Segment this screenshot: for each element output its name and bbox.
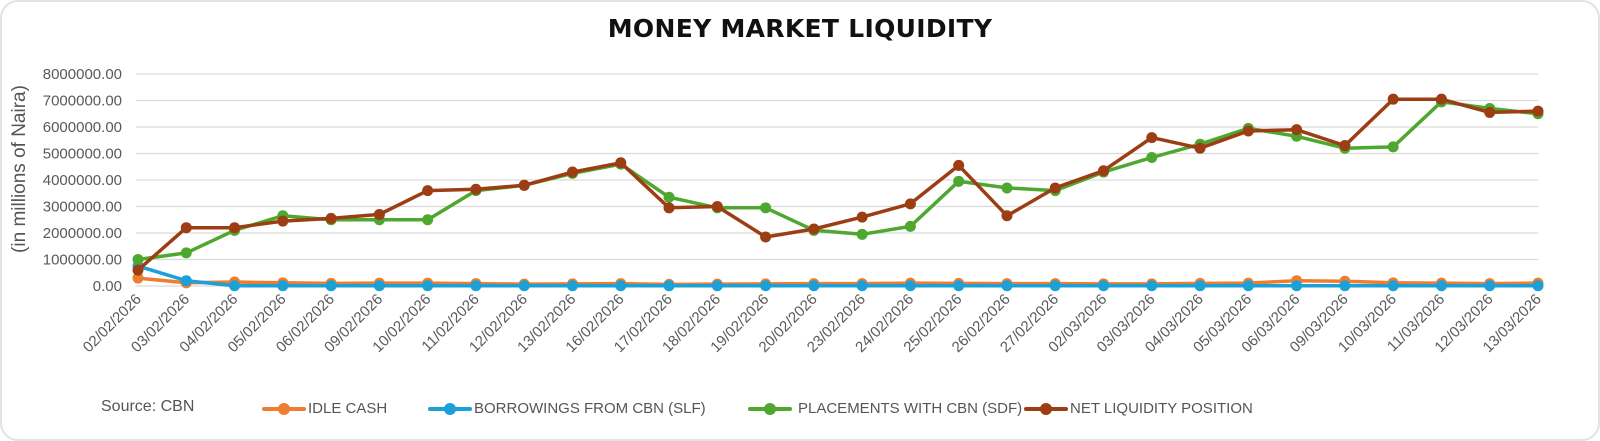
data-point-marker (615, 280, 627, 292)
data-point-marker (325, 212, 337, 224)
data-point-marker (1484, 106, 1496, 118)
data-point-marker (1001, 182, 1013, 194)
data-point-marker (1291, 124, 1303, 136)
data-point-marker (1484, 280, 1496, 292)
data-point-marker (373, 280, 385, 292)
data-point-marker (711, 280, 723, 292)
data-point-marker (132, 264, 144, 276)
data-point-marker (470, 183, 482, 195)
data-point-marker (1435, 280, 1447, 292)
data-point-marker (470, 280, 482, 292)
data-point-marker (1001, 210, 1013, 222)
data-point-marker (1049, 280, 1061, 292)
data-point-marker (132, 254, 144, 265)
data-point-marker (1242, 125, 1254, 137)
series-line (137, 276, 1539, 287)
data-point-marker (760, 202, 772, 214)
series-line (137, 264, 1538, 288)
data-point-marker (856, 228, 868, 240)
legend-label: PLACEMENTS WITH CBN (SDF) (798, 400, 1023, 417)
data-point-marker (856, 211, 868, 223)
legend-label: BORROWINGS FROM CBN (SLF) (474, 400, 706, 417)
data-point-marker (615, 157, 627, 169)
data-point-marker (808, 223, 820, 235)
y-tick-label: 1000000.00 (43, 252, 122, 269)
data-point-marker (1435, 93, 1447, 105)
data-point-marker (1532, 105, 1544, 117)
data-point-marker (1339, 280, 1351, 292)
data-point-marker (1387, 280, 1399, 292)
data-point-marker (904, 198, 916, 210)
data-point-marker (953, 280, 965, 292)
data-point-marker (1049, 182, 1061, 194)
data-point-marker (663, 202, 675, 214)
data-point-marker (180, 222, 192, 234)
legend-item-placements: PLACEMENTS WITH CBN (SDF) (748, 400, 1022, 417)
series-line (136, 97, 1539, 272)
data-point-marker (808, 280, 820, 292)
data-point-marker (1146, 280, 1158, 292)
y-tick-label: 4000000.00 (43, 172, 122, 189)
legend-item-net-liquidity: NET LIQUIDITY POSITION (1024, 400, 1253, 417)
y-tick-label: 0.00 (93, 278, 122, 295)
data-point-marker (760, 231, 772, 243)
net-liquidity-line-marker-icon (1024, 402, 1068, 415)
placements-line-marker-icon (748, 402, 792, 415)
data-point-marker (1098, 280, 1110, 292)
data-point-marker (229, 280, 241, 292)
y-tick-label: 5000000.00 (43, 146, 122, 163)
data-point-marker (1532, 280, 1544, 292)
data-point-marker (566, 166, 578, 178)
idle-cash-line-marker-icon (262, 402, 306, 415)
data-point-marker (1291, 280, 1303, 292)
data-point-marker (953, 175, 965, 187)
chart-title: MONEY MARKET LIQUIDITY (607, 14, 993, 43)
data-point-marker (277, 280, 289, 292)
data-point-marker (1098, 165, 1110, 177)
y-tick-label: 7000000.00 (43, 93, 122, 110)
data-point-marker (132, 272, 144, 284)
source-note: Source: CBN (101, 398, 195, 415)
data-point-marker (229, 222, 241, 234)
y-tick-label: 6000000.00 (43, 119, 122, 136)
data-point-marker (180, 247, 192, 259)
data-point-marker (663, 191, 675, 203)
data-point-marker (277, 215, 289, 227)
data-point-marker (518, 280, 530, 292)
data-point-marker (1387, 93, 1399, 105)
series-line (137, 100, 1539, 262)
data-point-marker (1387, 141, 1399, 153)
legend-item-borrowings: BORROWINGS FROM CBN (SLF) (428, 400, 706, 417)
data-point-marker (1001, 280, 1013, 292)
data-point-marker (663, 280, 675, 292)
data-point-marker (1146, 151, 1158, 163)
data-point-marker (180, 275, 192, 287)
data-point-marker (1242, 280, 1254, 292)
data-point-marker (422, 214, 434, 226)
data-point-marker (373, 208, 385, 220)
legend-label: IDLE CASH (308, 400, 388, 417)
data-point-marker (422, 185, 434, 197)
data-point-marker (904, 280, 916, 292)
data-point-marker (566, 280, 578, 292)
y-tick-label: 3000000.00 (43, 199, 122, 216)
data-point-marker (904, 220, 916, 232)
data-point-marker (711, 201, 723, 212)
data-point-marker (1194, 280, 1206, 292)
y-tick-label: 8000000.00 (43, 66, 122, 83)
data-point-marker (856, 280, 868, 292)
data-point-marker (1194, 142, 1206, 154)
data-point-marker (953, 159, 965, 171)
data-point-marker (422, 280, 434, 292)
legend-label: NET LIQUIDITY POSITION (1070, 400, 1253, 417)
y-tick-label: 2000000.00 (43, 225, 122, 242)
data-point-marker (325, 280, 337, 292)
data-point-marker (1339, 140, 1351, 152)
borrowings-line-marker-icon (428, 402, 472, 415)
data-point-marker (1146, 132, 1158, 144)
data-point-marker (518, 179, 530, 191)
legend-item-idle-cash: IDLE CASH (262, 400, 387, 417)
data-point-marker (760, 280, 772, 292)
